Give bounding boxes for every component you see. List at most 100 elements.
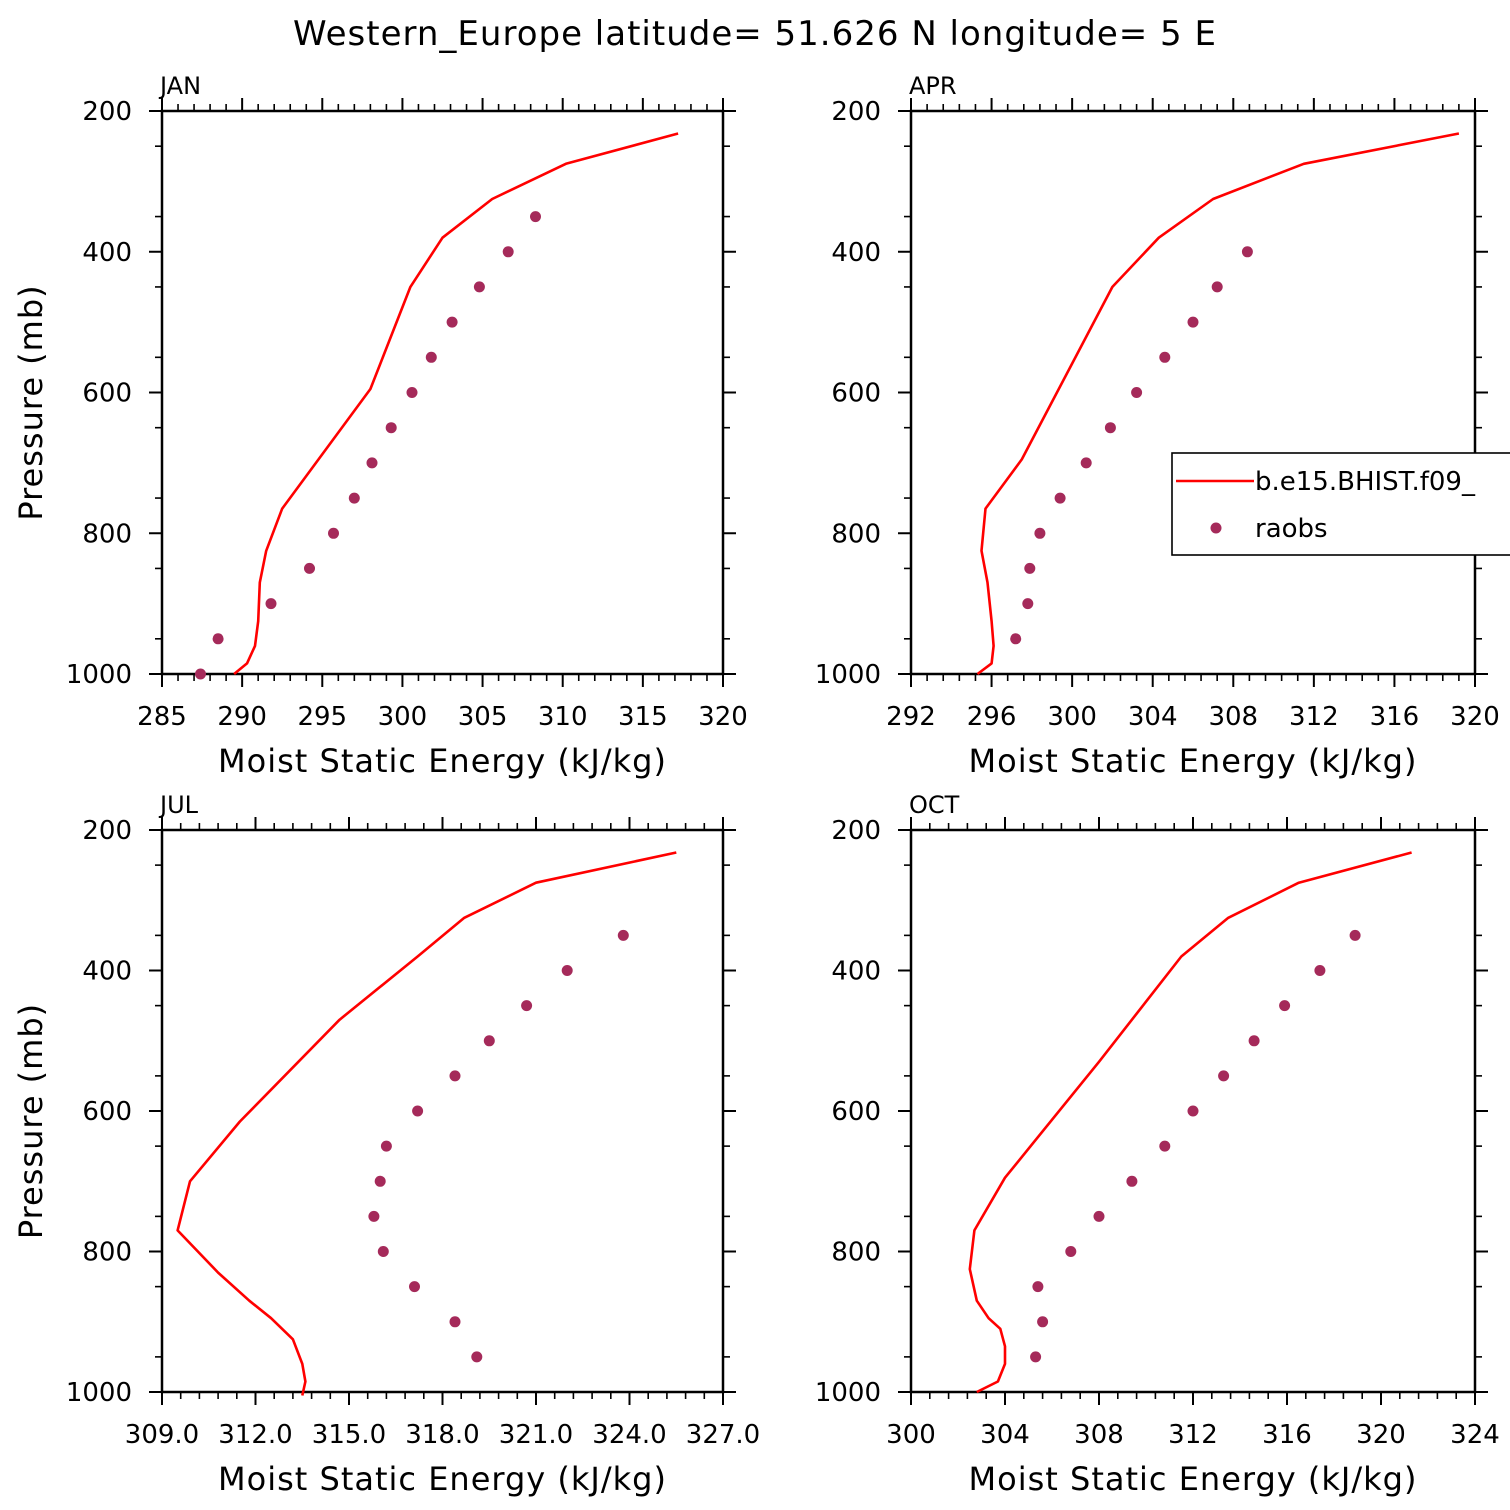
- raobs-point: [1187, 316, 1199, 328]
- x-tick-label: 300: [378, 702, 428, 732]
- panel-jan: JAN 285 290 295 300 305 310 315 320 200 400 600 800 1…: [12, 72, 748, 780]
- legend: b.e15.BHIST.f09_raobs: [1171, 452, 1510, 556]
- x-tick-label: 309.0: [125, 1420, 199, 1450]
- raobs-point: [328, 527, 339, 539]
- raobs-point: [377, 1246, 389, 1257]
- raobs-point: [1054, 492, 1066, 504]
- raobs-point: [304, 562, 315, 574]
- x-axis-title: Moist Static Energy (kJ/kg): [218, 742, 667, 780]
- x-tick-label: 316: [1370, 702, 1420, 732]
- x-tick-label: 300: [886, 1420, 936, 1450]
- legend-entry-raobs: raobs: [1255, 514, 1328, 544]
- raobs-point: [1104, 422, 1116, 434]
- x-tick-label: 315.0: [312, 1420, 386, 1450]
- raobs-point: [212, 633, 224, 645]
- y-tick-label: 600: [82, 1097, 132, 1127]
- raobs-point: [406, 387, 418, 398]
- x-axis-title: Moist Static Energy (kJ/kg): [969, 742, 1418, 780]
- raobs-point: [425, 351, 437, 363]
- y-tick-label: 800: [831, 1238, 881, 1268]
- raobs-point: [1022, 598, 1034, 610]
- plot-frame: [160, 828, 725, 1394]
- x-tick-label: 321.0: [499, 1420, 573, 1450]
- raobs-point: [385, 422, 397, 434]
- x-tick-label: 327.0: [686, 1420, 760, 1450]
- raobs-point: [1279, 1000, 1291, 1012]
- raobs-point: [1218, 1070, 1230, 1082]
- raobs-point: [449, 1070, 461, 1082]
- raobs-point: [1159, 1140, 1171, 1152]
- raobs-point: [446, 316, 458, 328]
- raobs-point: [380, 1140, 392, 1152]
- raobs-point: [1080, 457, 1092, 469]
- model-line: [233, 132, 679, 676]
- x-tick-label: 308: [1074, 1420, 1124, 1450]
- y-axis-title: Pressure (mb): [12, 1003, 50, 1239]
- raobs-point: [521, 1000, 533, 1012]
- y-tick-label: 600: [831, 1097, 881, 1127]
- y-tick-label: 1000: [815, 660, 881, 690]
- panel-jul: JUL 309.0 312.0 315.0 318.0 321.0 324.0 327.0 20…: [12, 791, 760, 1498]
- x-tick-label: 296: [967, 702, 1017, 732]
- x-tick-label: 292: [886, 702, 936, 732]
- x-tick-label: 324: [1450, 1420, 1500, 1450]
- raobs-point: [530, 211, 541, 223]
- x-tick-label: 312: [1168, 1420, 1218, 1450]
- raobs-point: [1010, 633, 1022, 645]
- raobs-point: [348, 492, 360, 504]
- raobs-point: [1030, 1351, 1042, 1363]
- x-tick-label: 312: [1289, 702, 1339, 732]
- raobs-point: [1032, 1281, 1044, 1293]
- raobs-point: [409, 1281, 420, 1293]
- x-tick-label: 304: [1128, 702, 1178, 732]
- y-tick-label: 400: [831, 957, 881, 987]
- x-tick-label: 316: [1262, 1420, 1312, 1450]
- x-tick-label: 324.0: [592, 1420, 666, 1450]
- legend-marker-swatch: [1210, 522, 1222, 534]
- y-tick-label: 600: [831, 379, 881, 409]
- x-tick-label: 318.0: [405, 1420, 479, 1450]
- raobs-point: [1034, 527, 1046, 539]
- x-tick-label: 304: [980, 1420, 1030, 1450]
- x-tick-label: 320: [698, 702, 748, 732]
- raobs-point: [1314, 965, 1326, 976]
- y-tick-label: 200: [831, 97, 881, 127]
- plot-frame: [909, 109, 1477, 676]
- y-tick-label: 800: [82, 519, 132, 549]
- raobs-point: [1349, 929, 1361, 941]
- y-tick-label: 800: [831, 519, 881, 549]
- model-line: [976, 132, 1460, 676]
- x-tick-label: 300: [1047, 702, 1097, 732]
- legend-box: [1171, 452, 1510, 556]
- x-tick-label: 305: [458, 702, 508, 732]
- x-tick-label: 290: [217, 702, 267, 732]
- panel-label-jan: JAN: [158, 72, 201, 100]
- raobs-point: [265, 598, 277, 610]
- y-tick-label: 200: [82, 97, 132, 127]
- x-axis-title: Moist Static Energy (kJ/kg): [218, 1460, 667, 1498]
- raobs-point: [1241, 246, 1253, 258]
- panel-label-jul: JUL: [158, 791, 199, 819]
- x-tick-label: 285: [137, 702, 187, 732]
- raobs-point: [1024, 562, 1036, 574]
- raobs-point: [471, 1351, 483, 1363]
- raobs-point: [1065, 1246, 1077, 1257]
- y-tick-label: 400: [82, 957, 132, 987]
- y-tick-label: 800: [82, 1238, 132, 1268]
- raobs-point: [368, 1210, 380, 1222]
- raobs-point: [1159, 351, 1171, 363]
- raobs-point: [1037, 1316, 1049, 1328]
- raobs-point: [561, 965, 573, 976]
- raobs-point: [502, 246, 514, 258]
- y-tick-label: 600: [82, 379, 132, 409]
- raobs-point: [1131, 387, 1143, 398]
- plot-frame: [160, 109, 725, 676]
- x-tick-label: 295: [297, 702, 347, 732]
- panel-label-oct: OCT: [909, 791, 960, 819]
- raobs-point: [1248, 1035, 1260, 1047]
- raobs-point: [1211, 281, 1223, 293]
- x-tick-label: 308: [1208, 702, 1258, 732]
- model-line: [968, 851, 1412, 1394]
- y-tick-label: 1000: [66, 1378, 132, 1408]
